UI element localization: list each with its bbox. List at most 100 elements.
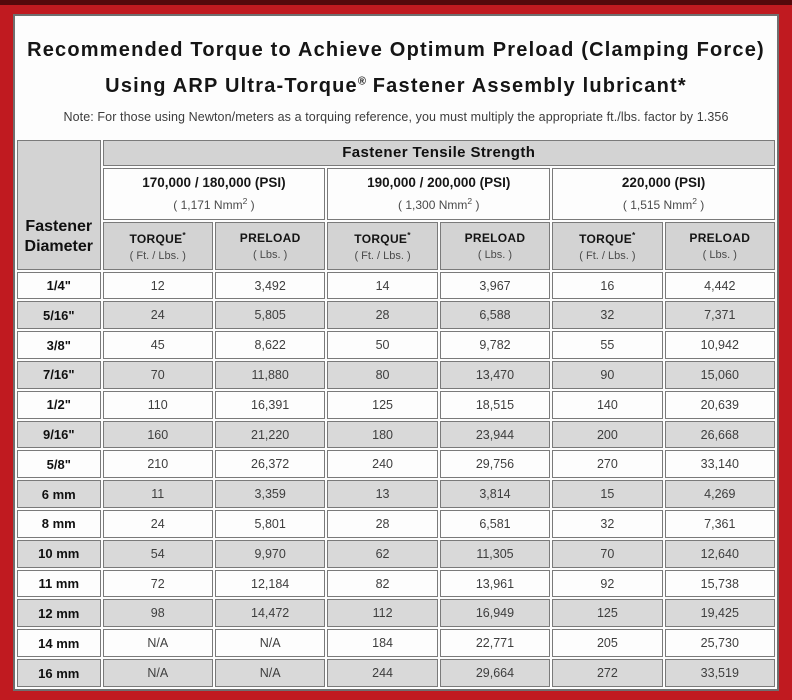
value-cell: 25,730 [664,629,775,658]
psi-group-190-200: 190,000 / 200,000 (PSI) ( 1,300 Nmm2 ) [327,167,551,220]
value-cell: 72 [102,569,213,598]
preload-column-header: PRELOAD ( Lbs. ) [214,221,326,270]
page-title: Recommended Torque to Achieve Optimum Pr… [15,16,777,102]
value-cell: 11 [102,480,213,509]
value-cell: 32 [552,510,663,538]
value-cell: 272 [552,659,663,687]
table-row: 8 mm 24 5,801 28 6,581 32 7,361 [17,510,775,538]
diameter-cell: 1/2" [17,390,101,419]
title-line2: Using ARP Ultra-Torque® Fastener Assembl… [105,75,687,97]
preload-column-header: PRELOAD ( Lbs. ) [664,221,775,270]
value-cell: 24 [102,510,213,538]
value-cell: 10,942 [664,331,775,360]
diameter-cell: 3/8" [17,331,101,360]
table-row: 7/16" 70 11,880 80 13,470 90 15,060 [17,361,775,389]
value-cell: 15,738 [664,569,775,598]
title-line2-text: Using ARP Ultra-Torque [105,74,358,97]
diameter-cell: 1/4" [17,271,101,300]
value-cell: 3,967 [439,271,551,300]
value-cell: 13,470 [439,361,551,389]
value-cell: 15 [552,480,663,509]
torque-column-header: TORQUE* ( Ft. / Lbs. ) [552,221,663,270]
value-cell: 112 [327,599,438,628]
diameter-cell: 5/8" [17,450,101,479]
value-cell: 18,515 [439,390,551,419]
table-row: 10 mm 54 9,970 62 11,305 70 12,640 [17,539,775,568]
diameter-cell: 14 mm [17,629,101,658]
table-row: 11 mm 72 12,184 82 13,961 92 15,738 [17,569,775,598]
value-cell: 70 [552,539,663,568]
value-cell: 14 [327,271,438,300]
value-cell: 4,269 [664,480,775,509]
value-cell: N/A [102,629,213,658]
value-cell: 80 [327,361,438,389]
value-cell: 4,442 [664,271,775,300]
diameter-cell: 5/16" [17,301,101,330]
psi-group-220: 220,000 (PSI) ( 1,515 Nmm2 ) [552,167,775,220]
value-cell: 3,359 [214,480,326,509]
value-cell: N/A [102,659,213,687]
value-cell: 28 [327,510,438,538]
value-cell: 28 [327,301,438,330]
registered-trademark-symbol: ® [357,75,366,87]
value-cell: 110 [102,390,213,419]
value-cell: 23,944 [439,420,551,449]
table-row: 5/8" 210 26,372 240 29,756 270 33,140 [17,450,775,479]
value-cell: 13 [327,480,438,509]
value-cell: 70 [102,361,213,389]
value-cell: 29,664 [439,659,551,687]
diameter-cell: 11 mm [17,569,101,598]
psi-group-170-180: 170,000 / 180,000 (PSI) ( 1,171 Nmm2 ) [102,167,326,220]
diameter-cell: 9/16" [17,420,101,449]
value-cell: 13,961 [439,569,551,598]
value-cell: 3,492 [214,271,326,300]
value-cell: 21,220 [214,420,326,449]
diameter-cell: 7/16" [17,361,101,389]
value-cell: 5,801 [214,510,326,538]
value-cell: 82 [327,569,438,598]
value-cell: 11,305 [439,539,551,568]
value-cell: 98 [102,599,213,628]
value-cell: 125 [327,390,438,419]
value-cell: 270 [552,450,663,479]
table-row: 16 mm N/A N/A 244 29,664 272 33,519 [17,659,775,687]
nmm-value: ( 1,515 Nmm2 ) [622,196,705,213]
torque-column-header: TORQUE* ( Ft. / Lbs. ) [102,221,213,270]
value-cell: 55 [552,331,663,360]
value-cell: 3,814 [439,480,551,509]
value-cell: 15,060 [664,361,775,389]
value-cell: 7,371 [664,301,775,330]
psi-value: 220,000 (PSI) [621,175,706,191]
table-row: 5/16" 24 5,805 28 6,588 32 7,371 [17,301,775,330]
value-cell: 26,372 [214,450,326,479]
value-cell: 19,425 [664,599,775,628]
value-cell: 16,949 [439,599,551,628]
note-text: Note: For those using Newton/meters as a… [63,109,729,124]
value-cell: 12,184 [214,569,326,598]
table-row: 9/16" 160 21,220 180 23,944 200 26,668 [17,420,775,449]
preload-column-header: PRELOAD ( Lbs. ) [439,221,551,270]
value-cell: 8,622 [214,331,326,360]
psi-value: 170,000 / 180,000 (PSI) [142,175,286,191]
psi-header-row: 170,000 / 180,000 (PSI) ( 1,171 Nmm2 ) 1… [17,167,775,220]
torque-table: Fastener Diameter Fastener Tensile Stren… [15,138,777,689]
value-cell: 6,588 [439,301,551,330]
value-cell: 5,805 [214,301,326,330]
top-dark-strip [0,0,792,5]
corner-line2: Diameter [24,237,94,255]
value-cell: 205 [552,629,663,658]
fastener-diameter-header: Fastener Diameter [17,139,101,270]
document-page: Recommended Torque to Achieve Optimum Pr… [13,14,779,691]
value-cell: 12 [102,271,213,300]
value-cell: 9,782 [439,331,551,360]
value-cell: 11,880 [214,361,326,389]
value-cell: 32 [552,301,663,330]
value-cell: 200 [552,420,663,449]
value-cell: 12,640 [664,539,775,568]
table-block: Fastener Diameter Fastener Tensile Stren… [15,138,777,689]
value-cell: 50 [327,331,438,360]
table-row: 6 mm 11 3,359 13 3,814 15 4,269 [17,480,775,509]
psi-value: 190,000 / 200,000 (PSI) [367,175,511,191]
value-cell: 210 [102,450,213,479]
torque-column-header: TORQUE* ( Ft. / Lbs. ) [327,221,438,270]
